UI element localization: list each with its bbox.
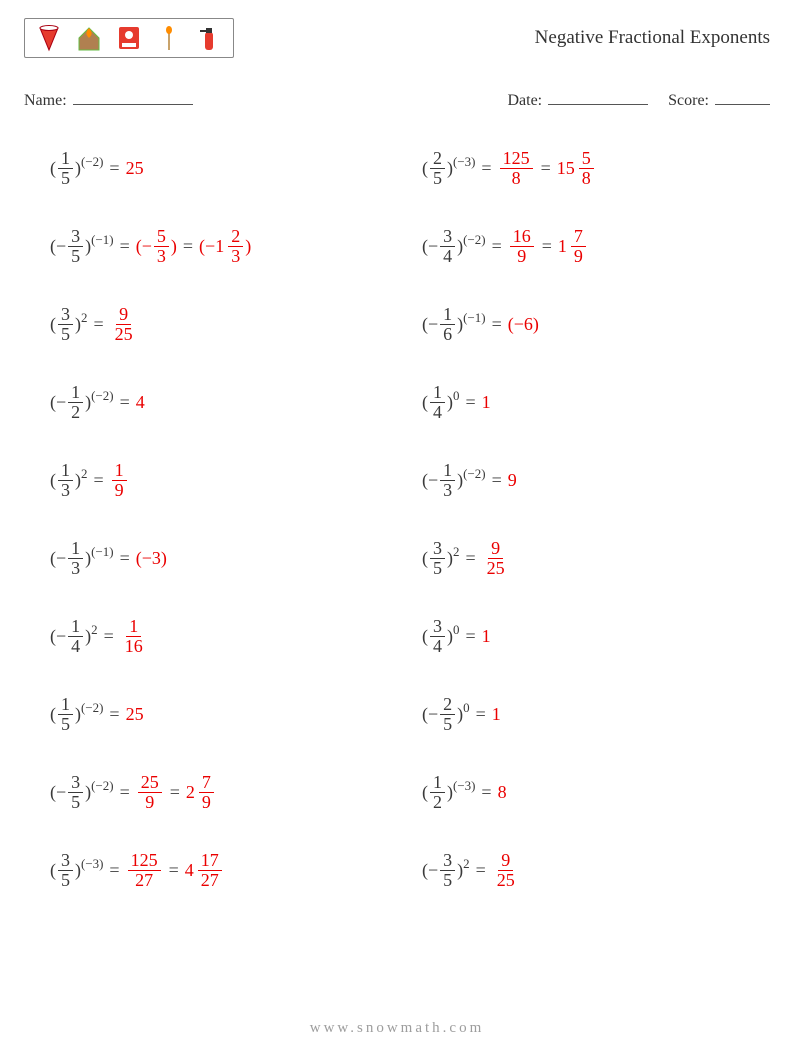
problem-row: (14)0=1 bbox=[422, 364, 794, 440]
problem-row: (−14)2=116 bbox=[50, 598, 422, 674]
score-field: Score: bbox=[668, 90, 770, 110]
footer-url: www.snowmath.com bbox=[0, 1020, 794, 1037]
icon-row bbox=[24, 18, 234, 58]
extinguisher-icon bbox=[195, 23, 223, 53]
problem-row: (35)2=925 bbox=[422, 520, 794, 596]
problem-row: (35)2=925 bbox=[50, 286, 422, 362]
alarm-icon bbox=[115, 23, 143, 53]
match-icon bbox=[155, 23, 183, 53]
name-label: Name: bbox=[24, 92, 67, 109]
problem-row: (35)(−3)=12527=41727 bbox=[50, 832, 422, 908]
problem-row: (−25)0=1 bbox=[422, 676, 794, 752]
problem-row: (−34)(−2)=169=179 bbox=[422, 208, 794, 284]
score-label: Score: bbox=[668, 92, 709, 109]
fire-house-icon bbox=[75, 23, 103, 53]
problem-row: (−16)(−1)=(−6) bbox=[422, 286, 794, 362]
problem-row: (34)0=1 bbox=[422, 598, 794, 674]
name-field: Name: bbox=[24, 90, 193, 110]
worksheet-title: Negative Fractional Exponents bbox=[535, 27, 770, 49]
problem-row: (15)(−2)=25 bbox=[50, 676, 422, 752]
problem-row: (12)(−3)=8 bbox=[422, 754, 794, 830]
problem-row: (−13)(−1)=(−3) bbox=[50, 520, 422, 596]
problem-row: (−13)(−2)=9 bbox=[422, 442, 794, 518]
date-field: Date: bbox=[507, 90, 648, 110]
problems-grid: (15)(−2)=25(25)(−3)=1258=1558(−35)(−1)=(… bbox=[0, 118, 794, 910]
problem-row: (13)2=19 bbox=[50, 442, 422, 518]
bucket-icon bbox=[35, 23, 63, 53]
problem-row: (15)(−2)=25 bbox=[50, 130, 422, 206]
date-label: Date: bbox=[507, 92, 542, 109]
info-row: Name: Date: Score: bbox=[0, 68, 794, 118]
problem-row: (−12)(−2)=4 bbox=[50, 364, 422, 440]
problem-row: (−35)(−2)=259=279 bbox=[50, 754, 422, 830]
problem-row: (−35)2=925 bbox=[422, 832, 794, 908]
problem-row: (25)(−3)=1258=1558 bbox=[422, 130, 794, 206]
problem-row: (−35)(−1)=(−53)=(−123) bbox=[50, 208, 422, 284]
worksheet-header: Negative Fractional Exponents bbox=[0, 0, 794, 68]
